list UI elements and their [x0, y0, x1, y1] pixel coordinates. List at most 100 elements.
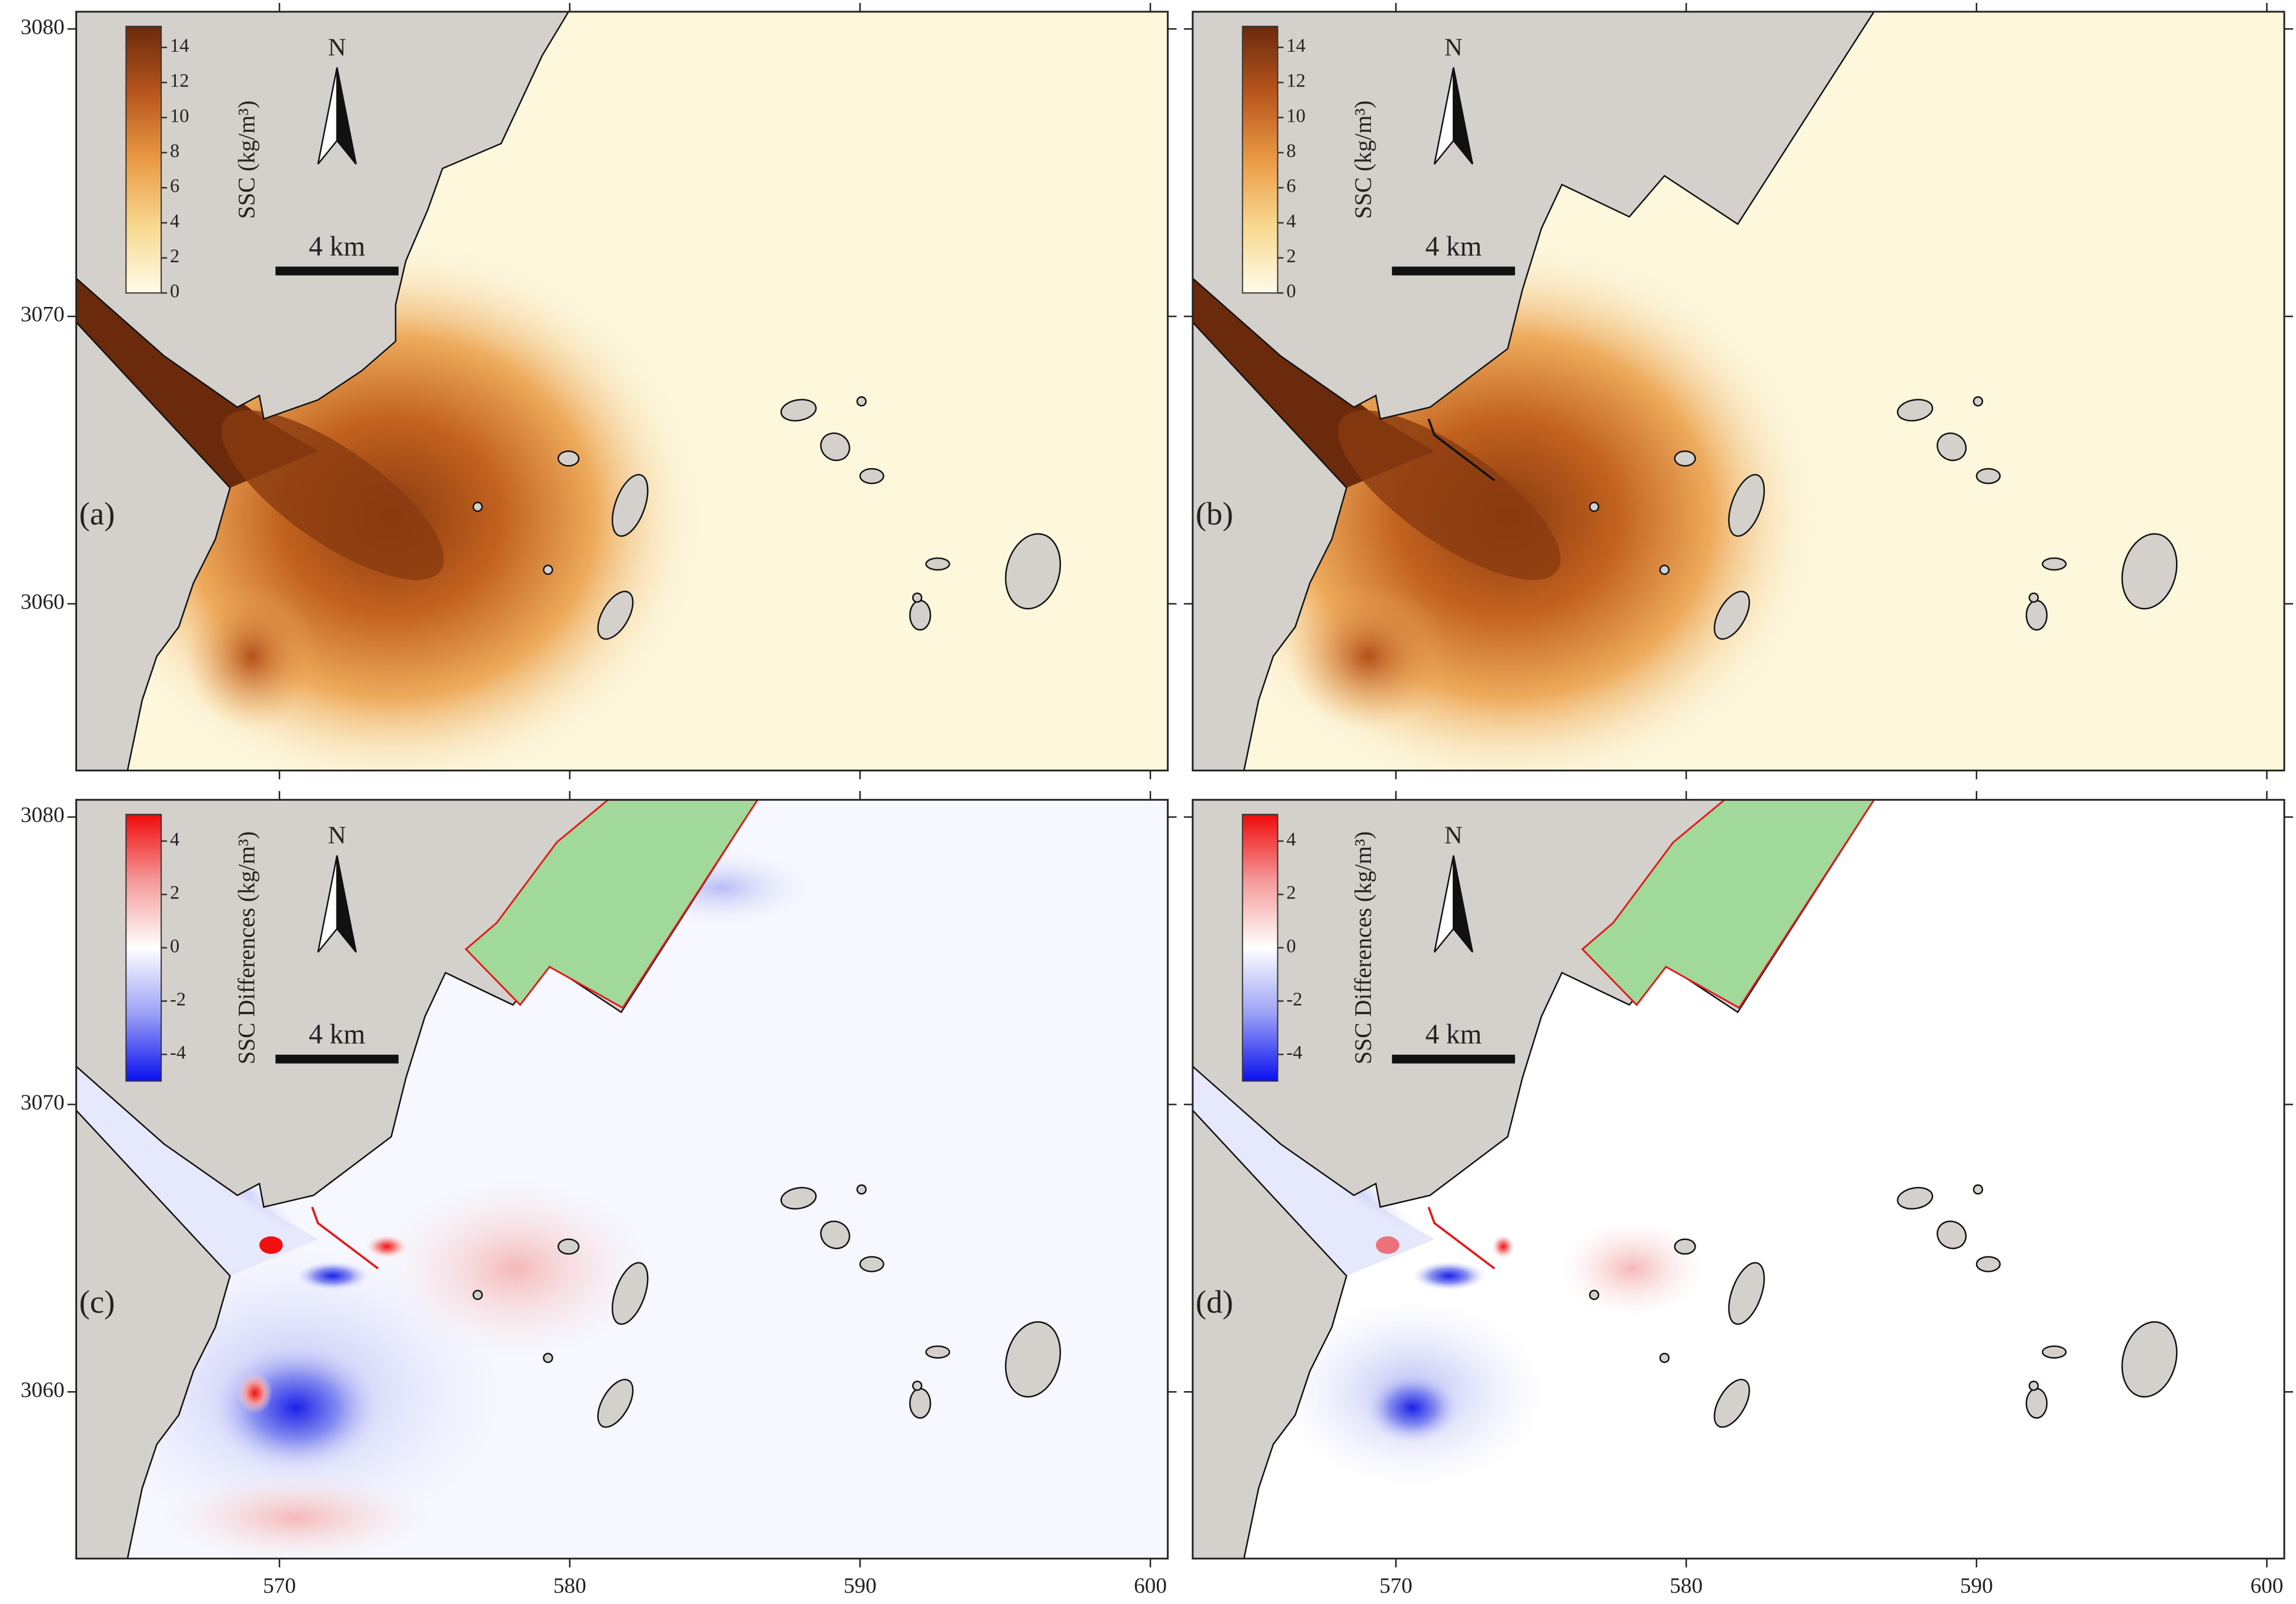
diff-red-wash [164, 1473, 428, 1559]
panel-frame [75, 798, 1169, 1560]
island [1728, 1262, 1765, 1325]
colorbar-tick-label: -2 [170, 989, 186, 1010]
scale-bar [1391, 266, 1516, 276]
scale-bar-label: 4 km [309, 231, 365, 262]
plume-south [186, 583, 318, 730]
y-tick-label: 3070 [21, 1091, 65, 1115]
island [2041, 557, 2067, 571]
north-label: N [328, 34, 346, 61]
diff-blue-core [1364, 1371, 1461, 1444]
colorbar-tick-label: 0 [1286, 281, 1296, 302]
island [1713, 1379, 1750, 1428]
island [1659, 1352, 1670, 1364]
panel-label: (a) [79, 496, 115, 532]
x-tick-label: 590 [843, 1574, 876, 1598]
island [472, 1289, 483, 1301]
island [472, 502, 483, 512]
island [1659, 564, 1670, 575]
y-tick-label: 3080 [21, 15, 65, 39]
north-arrow-right [1453, 67, 1474, 165]
north-label: N [1444, 822, 1463, 850]
colorbar-title: SSC (kg/m³) [233, 101, 260, 219]
colorbar-tick-label: 10 [170, 105, 189, 126]
colorbar-tick-label: -4 [1286, 1042, 1302, 1064]
island [1674, 450, 1696, 467]
scale-bar-label: 4 km [1425, 231, 1481, 262]
north-arrow-right [1453, 855, 1474, 953]
x-tick-label: 600 [1134, 1574, 1167, 1598]
island [780, 399, 817, 422]
colorbar-tick-label: 2 [1286, 883, 1296, 904]
island [1588, 1289, 1600, 1301]
island [543, 564, 553, 575]
y-tick-label: 3060 [21, 1378, 65, 1402]
map-area [76, 800, 1168, 1559]
colorbar [125, 814, 162, 1082]
island [2121, 533, 2178, 610]
colorbar-tick-label: 12 [1286, 71, 1305, 92]
island [909, 1388, 932, 1419]
x-tick-label: 580 [1670, 1574, 1703, 1598]
island [543, 1352, 553, 1364]
north-arrow-right [336, 855, 357, 953]
y-tick-label: 3070 [21, 303, 65, 327]
island [2041, 1345, 2067, 1359]
colorbar-tick-label: 12 [170, 71, 189, 92]
panel-frame [1192, 798, 2285, 1560]
island [2025, 1388, 2048, 1419]
island [780, 1187, 817, 1210]
island [612, 1262, 649, 1325]
map-area [1192, 11, 2285, 771]
map-panel: 570 580 590 600 3060 3070 3080 (c) -4 -2 0 2 4 SSC Di… [21, 791, 1177, 1598]
colorbar [1242, 25, 1279, 294]
dike [1427, 418, 1496, 482]
y-tick-label: 3080 [21, 803, 65, 827]
diff-blue-spot [296, 1261, 369, 1291]
y-tick-label: 3060 [21, 590, 65, 614]
island [1728, 474, 1765, 537]
x-tick-label: 580 [553, 1574, 586, 1598]
island [1897, 1187, 1934, 1210]
colorbar-tick-label: 0 [170, 935, 179, 957]
colorbar-title: SSC Differences (kg/m³) [233, 831, 260, 1064]
x-tick-label: 570 [263, 1574, 296, 1598]
dike [1427, 1207, 1496, 1269]
map-area [1192, 800, 2285, 1559]
plume-south [1287, 583, 1449, 730]
diff-red-spot [237, 1372, 273, 1414]
scale-bar [275, 1054, 399, 1064]
island [597, 590, 634, 640]
colorbar-tick-label: -2 [1286, 989, 1302, 1010]
north-arrow-right [336, 67, 357, 165]
colorbar-tick-label: 6 [170, 176, 179, 197]
island [1936, 1220, 1967, 1249]
island [856, 1184, 867, 1195]
panel-label: (c) [79, 1284, 115, 1319]
land [1192, 1109, 1347, 1559]
map-area [76, 11, 1168, 771]
map-panel: (b) 0 2 4 6 8 10 12 14 SSC (kg/m³) N 4 km [1184, 2, 2293, 780]
panel-label: (b) [1196, 496, 1233, 532]
island [1936, 432, 1967, 462]
colorbar [1242, 814, 1279, 1082]
map-panel: 3060 3070 3080 (a) 0 2 4 6 8 10 12 14 SSC (kg/m³) N 4 … [21, 2, 1177, 780]
island [1975, 467, 2001, 484]
scale-bar [1391, 1054, 1516, 1064]
colorbar-tick-label: 0 [1286, 935, 1296, 957]
diff-blue-core [208, 1342, 384, 1474]
colorbar-tick-label: 2 [170, 246, 179, 267]
colorbar-tick-label: -4 [170, 1042, 186, 1064]
colorbar-tick-label: 0 [170, 281, 179, 302]
diff-red [1560, 1220, 1705, 1317]
colorbar-title: SSC Differences (kg/m³) [1350, 831, 1376, 1064]
colorbar-tick-label: 4 [1286, 829, 1296, 850]
diff-blue-spot [1412, 1261, 1486, 1291]
dike [311, 1207, 379, 1269]
colorbar-tick-label: 4 [1286, 210, 1296, 232]
island [2121, 1321, 2178, 1398]
island [859, 467, 885, 484]
diff-red-spot [366, 1235, 408, 1259]
island [2028, 1381, 2039, 1391]
plume-core [1337, 410, 1561, 580]
